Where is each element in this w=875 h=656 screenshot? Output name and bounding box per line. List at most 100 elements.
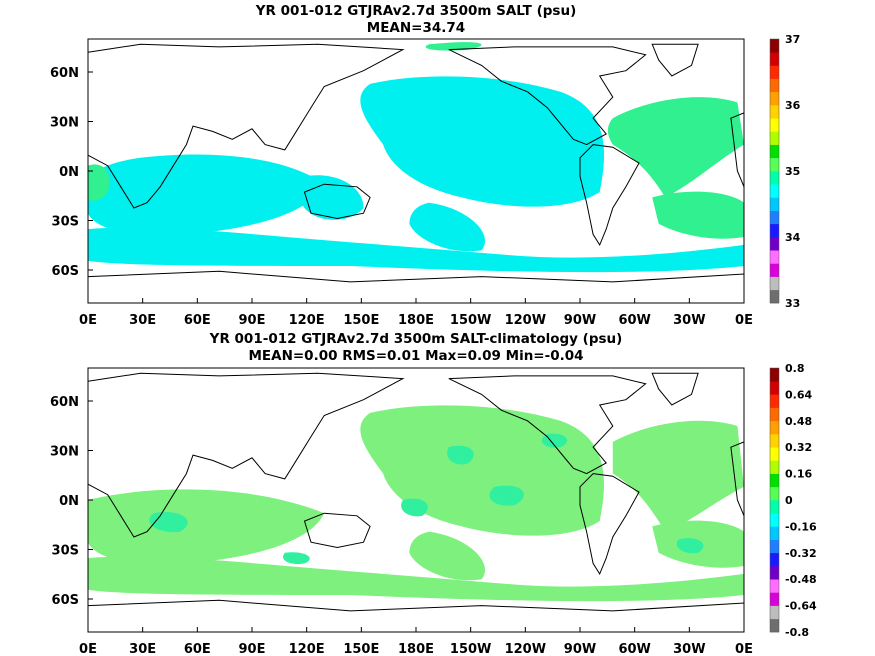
map1-coastline-4 xyxy=(651,43,699,77)
map2-colorbar-segment xyxy=(770,368,779,382)
map1-colorbar-label: 33 xyxy=(785,297,800,310)
map2-coastline-0 xyxy=(87,372,405,538)
map1-colorbar-segment xyxy=(770,263,779,277)
map2-lat-label: 60S xyxy=(52,593,79,608)
map1-colorbar-label: 36 xyxy=(785,99,801,112)
map1-lat-label: 0N xyxy=(59,165,79,180)
map1-lon-label: 0E xyxy=(735,313,753,328)
map2-colorbar-segment xyxy=(770,552,779,567)
map2-lon-label: 120W xyxy=(505,642,546,656)
map2-lon-label: 150W xyxy=(450,642,491,656)
map1-lat-label: 60N xyxy=(50,66,79,81)
map2-colorbar-segment xyxy=(770,579,779,593)
map1-colorbar-segment xyxy=(770,171,779,185)
map2-colorbar-label: -0.16 xyxy=(785,520,817,533)
map1-lon-label: 30E xyxy=(129,313,156,328)
map2-colorbar-segment xyxy=(770,394,779,408)
map2-colorbar-label: -0.48 xyxy=(785,573,817,586)
map2-lat-label: 60N xyxy=(50,395,79,410)
map2-colorbar-label: 0.8 xyxy=(785,362,805,375)
map2-lon-label: 0E xyxy=(735,642,753,656)
map2-coastline-3 xyxy=(579,473,640,575)
map2-colorbar-segment xyxy=(770,486,779,501)
map2-lon-label: 60W xyxy=(618,642,650,656)
map1-coastline-2 xyxy=(448,46,647,146)
map1-lon-label: 180E xyxy=(398,313,434,328)
map1-lat-label: 30N xyxy=(50,116,79,131)
map2-colorbar-segment xyxy=(770,618,779,633)
map1-panel: 60N 30N 0N 30S 60S 0E 30E 60E 90E 120E 150E 180E 150… xyxy=(50,33,801,328)
map1-colorbar-segment xyxy=(770,289,779,304)
map1-colorbar-segment xyxy=(770,39,779,53)
map1-colorbar-frame xyxy=(769,38,780,304)
map2-ocean-field-2 xyxy=(88,556,744,602)
map2-coastline-1 xyxy=(303,512,371,549)
map2-colorbar-segment xyxy=(770,592,779,606)
map2-colorbar-label: -0.32 xyxy=(785,547,817,560)
map2-colorbar-label: -0.64 xyxy=(785,600,817,613)
map2-colorbar-segment xyxy=(770,447,779,461)
map1-mean: MEAN=34.74 xyxy=(366,20,466,36)
map1-colorbar-segment xyxy=(770,157,779,172)
map1-colorbar-segment xyxy=(770,118,779,132)
map1-lon-label: 150W xyxy=(450,313,491,328)
map2-colorbar-segment xyxy=(770,500,779,514)
map1-colorbar-label: 35 xyxy=(785,165,800,178)
map1-ocean-field-2 xyxy=(88,227,744,273)
map2-colorbar-segment xyxy=(770,407,779,422)
map2-colorbar-segment xyxy=(770,420,779,435)
map2-coastline-4 xyxy=(651,372,699,406)
map2-lon-label: 90E xyxy=(239,642,266,656)
map1-colorbar-segment xyxy=(770,210,779,225)
map1-ocean-anomaly-0 xyxy=(607,97,744,198)
map2-colorbar-label: -0.8 xyxy=(785,626,809,639)
map2-lon-label: 180E xyxy=(398,642,434,656)
map2-title: YR 001-012 GTJRAv2.7d 3500m SALT-climato… xyxy=(209,331,623,347)
map2-colorbar-segment xyxy=(770,460,779,474)
map1-colorbar-segment xyxy=(770,91,779,106)
map1-ocean-anomaly-2 xyxy=(88,164,110,201)
map2-ocean-field-1 xyxy=(88,489,325,565)
map1-lat-label: 60S xyxy=(52,264,79,279)
map1-lon-label: 90E xyxy=(239,313,266,328)
map2-colorbar-label: 0.16 xyxy=(785,468,812,481)
map2-colorbar-segment xyxy=(770,566,779,580)
map2-lon-label: 0E xyxy=(79,642,97,656)
map2-ocean-anomaly-0 xyxy=(447,445,474,465)
map2-colorbar-segment xyxy=(770,513,779,527)
map1-colorbar-segment xyxy=(770,197,779,211)
map2-lon-label: 30E xyxy=(129,642,156,656)
map1-colorbar-segment xyxy=(770,184,779,198)
map1-lon-label: 120E xyxy=(289,313,325,328)
map2-lon-label: 60E xyxy=(184,642,211,656)
map2-colorbar-label: 0.32 xyxy=(785,441,812,454)
map1-colorbar-segment xyxy=(770,52,779,66)
map1-colorbar-label: 34 xyxy=(785,231,801,244)
map1-ocean-field-0 xyxy=(360,76,605,207)
map2-ocean-anomaly-1 xyxy=(489,485,524,506)
map2-stats: MEAN=0.00 RMS=0.01 Max=0.09 Min=-0.04 xyxy=(248,348,584,364)
map2-colorbar-frame xyxy=(769,367,780,633)
map2-ocean-anomaly-6 xyxy=(283,552,310,565)
map2-ocean-field-5 xyxy=(409,531,486,581)
map2-ocean-anomaly-5 xyxy=(676,538,704,554)
map2-lat-label: 30S xyxy=(52,544,79,559)
map1-colorbar-segment xyxy=(770,250,779,264)
map1-colorbar-segment xyxy=(770,105,779,119)
map2-colorbar-segment xyxy=(770,434,779,448)
map2-ocean-field-3 xyxy=(612,420,744,532)
map1-coastline-1 xyxy=(303,183,371,220)
map2-lon-label: 90W xyxy=(564,642,596,656)
map2-colorbar-segment xyxy=(770,539,779,554)
map1-colorbar-segment xyxy=(770,144,779,159)
map1-ocean-field-1 xyxy=(88,154,325,236)
map1-lat-label: 30S xyxy=(52,215,79,230)
map2-colorbar-segment xyxy=(770,526,779,540)
map1-lon-label: 60W xyxy=(618,313,650,328)
map2-lat-label: 30N xyxy=(50,445,79,460)
map1-lon-label: 60E xyxy=(184,313,211,328)
map2-colorbar-label: 0 xyxy=(785,494,793,507)
map1-title: YR 001-012 GTJRAv2.7d 3500m SALT (psu) xyxy=(255,3,577,19)
map1-colorbar-segment xyxy=(770,276,779,291)
